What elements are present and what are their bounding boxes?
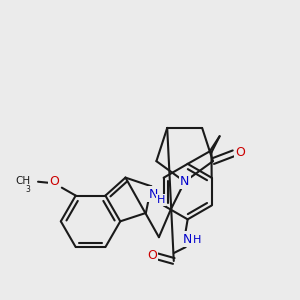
Text: N: N [183,233,192,246]
Text: N: N [148,188,158,201]
Text: O: O [49,175,59,188]
Text: N: N [180,175,189,188]
Text: O: O [235,146,244,159]
Text: CH: CH [15,176,30,186]
Text: O: O [147,248,157,262]
Text: H: H [157,195,165,205]
Text: 3: 3 [25,185,30,194]
Text: H: H [192,235,201,245]
